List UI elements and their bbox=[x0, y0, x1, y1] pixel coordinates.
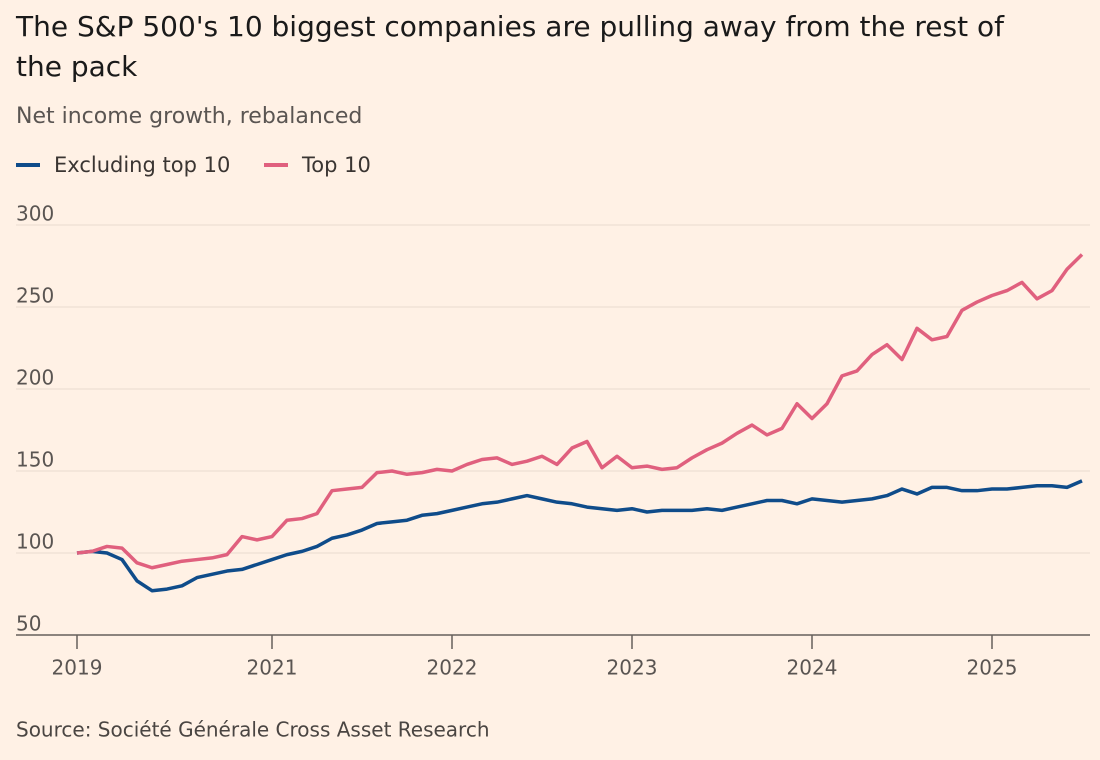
x-tick-label: 2019 bbox=[52, 656, 103, 680]
y-tick-label: 250 bbox=[16, 284, 54, 308]
x-tick-label: 2021 bbox=[247, 656, 298, 680]
series-line bbox=[76, 253, 1084, 570]
x-tick-label: 2023 bbox=[607, 656, 658, 680]
x-tick-label: 2025 bbox=[967, 656, 1018, 680]
legend-label: Top 10 bbox=[301, 153, 371, 177]
y-tick-label: 150 bbox=[16, 448, 54, 472]
chart-subtitle: Net income growth, rebalanced bbox=[16, 104, 362, 129]
x-tick-label: 2024 bbox=[787, 656, 838, 680]
x-tick-label: 2022 bbox=[427, 656, 478, 680]
source: Source: Société Générale Cross Asset Res… bbox=[16, 718, 490, 742]
legend-label: Excluding top 10 bbox=[54, 153, 230, 177]
y-tick-label: 100 bbox=[16, 530, 54, 554]
y-tick-label: 300 bbox=[16, 202, 54, 226]
y-tick-label: 50 bbox=[16, 612, 41, 636]
y-tick-label: 200 bbox=[16, 366, 54, 390]
series-line bbox=[76, 479, 1083, 593]
chart-title: The S&P 500's 10 biggest companies are p… bbox=[15, 10, 1005, 83]
